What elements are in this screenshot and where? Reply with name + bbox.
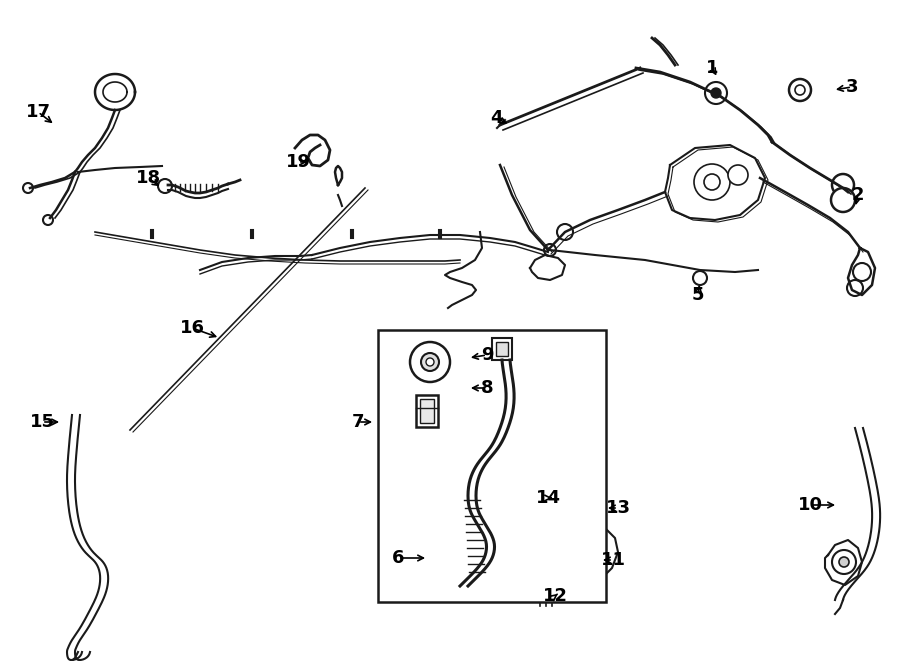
Bar	[532, 585, 558, 601]
Text: 13: 13	[606, 499, 631, 517]
Text: 10: 10	[797, 496, 823, 514]
Text: 9: 9	[481, 346, 493, 364]
Bar	[378, 330, 606, 602]
Circle shape	[789, 79, 811, 101]
Circle shape	[482, 470, 494, 482]
Bar	[492, 338, 512, 360]
Text: 14: 14	[536, 489, 561, 507]
Circle shape	[544, 244, 556, 256]
Circle shape	[544, 490, 552, 498]
Bar	[590, 500, 602, 516]
Text: 11: 11	[600, 551, 626, 569]
Text: 16: 16	[179, 319, 204, 337]
Text: 18: 18	[135, 169, 160, 187]
Circle shape	[711, 88, 721, 98]
Circle shape	[422, 526, 434, 538]
Circle shape	[576, 540, 604, 568]
Bar	[496, 342, 508, 356]
Circle shape	[694, 164, 730, 200]
Circle shape	[23, 183, 33, 193]
Circle shape	[421, 353, 439, 371]
Text: 12: 12	[543, 587, 568, 605]
Circle shape	[847, 280, 863, 296]
Text: 8: 8	[481, 379, 493, 397]
Text: 6: 6	[392, 549, 404, 567]
Circle shape	[839, 557, 849, 567]
Bar	[536, 589, 554, 597]
Circle shape	[832, 550, 856, 574]
Circle shape	[538, 484, 558, 504]
Circle shape	[43, 215, 53, 225]
Text: 2: 2	[851, 186, 864, 204]
Text: 7: 7	[352, 413, 365, 431]
Bar	[416, 395, 438, 427]
Bar	[420, 399, 434, 423]
Circle shape	[158, 179, 172, 193]
Text: 1: 1	[706, 59, 718, 77]
Text: 19: 19	[285, 153, 310, 171]
Circle shape	[853, 263, 871, 281]
Circle shape	[410, 342, 450, 382]
Text: 5: 5	[692, 286, 704, 304]
Circle shape	[831, 188, 855, 212]
Circle shape	[705, 82, 727, 104]
Circle shape	[728, 165, 748, 185]
Circle shape	[557, 224, 573, 240]
Text: 17: 17	[25, 103, 50, 121]
Circle shape	[832, 174, 854, 196]
Circle shape	[584, 548, 596, 560]
Circle shape	[693, 271, 707, 285]
Text: 4: 4	[490, 109, 502, 127]
Circle shape	[426, 358, 434, 366]
Text: 15: 15	[30, 413, 55, 431]
Text: 3: 3	[846, 78, 859, 96]
